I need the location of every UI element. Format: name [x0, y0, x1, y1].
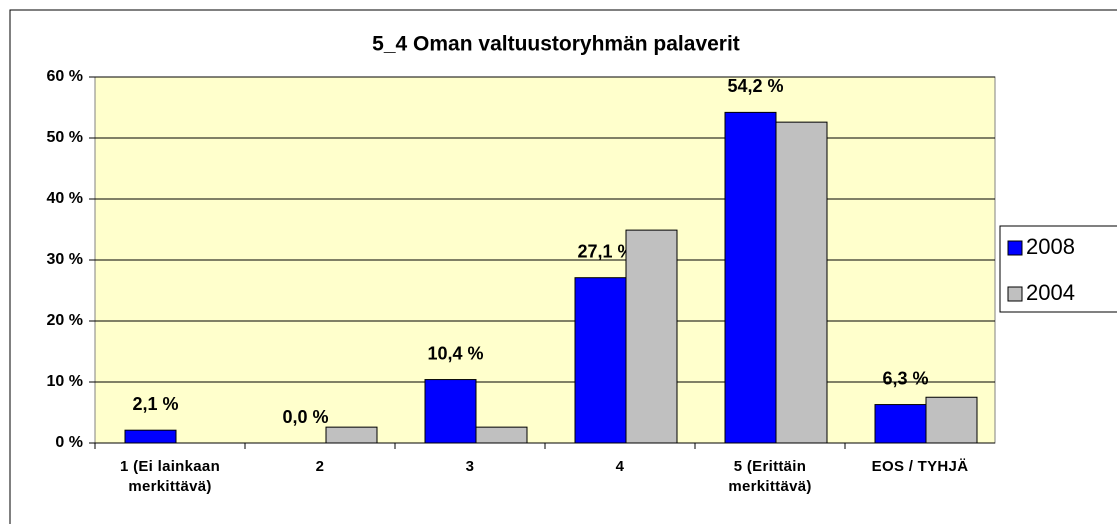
bar — [724, 111, 777, 444]
data-label: 27,1 % — [577, 241, 633, 261]
legend-swatch — [1007, 286, 1023, 302]
x-tick-label: EOS / TYHJÄ — [871, 458, 969, 475]
x-tick-label: 2 — [315, 458, 325, 475]
legend-swatch — [1007, 240, 1023, 256]
bar — [925, 396, 978, 444]
bar — [874, 404, 927, 444]
x-tick-label: 3 — [465, 458, 475, 475]
x-tick-label: 5 (Erittäin merkittävä) — [728, 458, 812, 495]
bar — [124, 429, 177, 444]
bar — [325, 426, 378, 444]
data-label: 6,3 % — [882, 368, 928, 388]
y-tick-label: 10 % — [47, 373, 83, 390]
x-tick-label: 4 — [615, 458, 625, 475]
legend-label: 2008 — [1026, 234, 1075, 259]
bar — [574, 277, 627, 444]
data-label: 54,2 % — [727, 76, 783, 96]
bar — [625, 229, 678, 444]
y-tick-label: 30 % — [47, 251, 83, 268]
data-label: 10,4 % — [427, 343, 483, 363]
legend-label: 2004 — [1026, 280, 1075, 305]
data-label: 2,1 % — [132, 394, 178, 414]
chart-title: 5_4 Oman valtuustoryhmän palaverit — [372, 33, 740, 56]
y-tick-label: 40 % — [47, 190, 83, 207]
y-tick-label: 60 % — [47, 68, 83, 85]
y-tick-label: 20 % — [47, 312, 83, 329]
y-tick-label: 50 % — [47, 129, 83, 146]
data-label: 0,0 % — [282, 407, 328, 427]
bar — [424, 379, 477, 444]
x-tick-label: 1 (Ei lainkaan merkittävä) — [119, 458, 221, 495]
bar — [775, 121, 828, 444]
y-tick-label: 0 % — [55, 434, 83, 451]
bar — [475, 426, 528, 444]
